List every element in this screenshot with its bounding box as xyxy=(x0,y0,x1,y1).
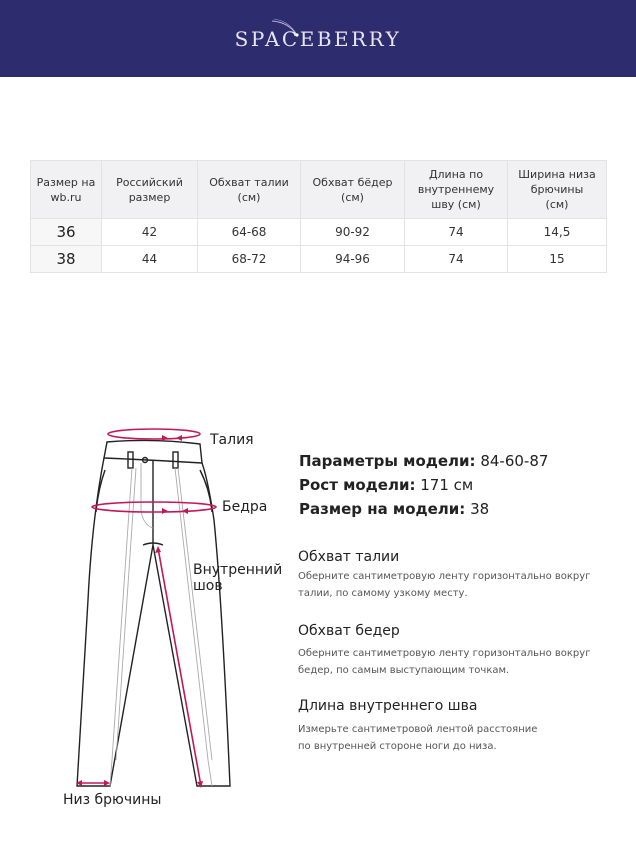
table-cell: 15 xyxy=(507,245,607,273)
table-cell: 36 xyxy=(30,218,102,246)
size-table: Размер на wb.ru Российский размер Обхват… xyxy=(30,160,607,273)
height-label: Рост модели: xyxy=(299,476,416,494)
params-label: Параметры модели: xyxy=(299,452,476,470)
label-inseam-1: Внутренний xyxy=(193,562,283,578)
guide-text: Измерьте сантиметровой лентой расстояние… xyxy=(298,724,538,752)
table-header-row: Размер на wb.ru Российский размер Обхват… xyxy=(30,160,607,219)
table-cell: 64-68 xyxy=(197,218,301,246)
column-header: Российский размер xyxy=(101,160,198,219)
table-cell: 74 xyxy=(404,218,508,246)
model-params: Параметры модели: 84-60-87 Рост модели: … xyxy=(299,449,548,521)
column-header: Ширина низа брючины (см) xyxy=(507,160,607,219)
table-cell: 90-92 xyxy=(300,218,405,246)
guide-title: Обхват бедер xyxy=(298,623,400,639)
guide-text: Оберните сантиметровую ленту горизонталь… xyxy=(298,571,591,599)
label-hips: Бедра xyxy=(222,499,268,515)
guide-title: Обхват талии xyxy=(298,549,400,565)
label-inseam-2: шов xyxy=(193,578,223,594)
column-header: Обхват бёдер (см) xyxy=(300,160,405,219)
table-row: 36 42 64-68 90-92 74 14,5 xyxy=(30,218,607,246)
brand-logo: SPACEBERRY xyxy=(234,27,402,51)
brand-header: SPACEBERRY xyxy=(0,0,636,77)
height-value: 171 см xyxy=(420,476,474,494)
label-waist: Талия xyxy=(210,432,254,448)
label-hem: Низ брючины xyxy=(63,792,162,808)
table-cell: 44 xyxy=(101,245,198,273)
size-label: Размер на модели: xyxy=(299,500,466,518)
guide-title: Длина внутреннего шва xyxy=(298,698,478,714)
size-value: 38 xyxy=(470,500,490,518)
column-header: Длина по внутреннему шву (см) xyxy=(404,160,508,219)
table-cell: 94-96 xyxy=(300,245,405,273)
guide-text: Оберните сантиметровую ленту горизонталь… xyxy=(298,648,591,676)
params-value: 84-60-87 xyxy=(480,452,549,470)
column-header: Обхват талии (см) xyxy=(197,160,301,219)
table-row: 38 44 68-72 94-96 74 15 xyxy=(30,245,607,273)
shooting-star-icon xyxy=(271,18,299,37)
